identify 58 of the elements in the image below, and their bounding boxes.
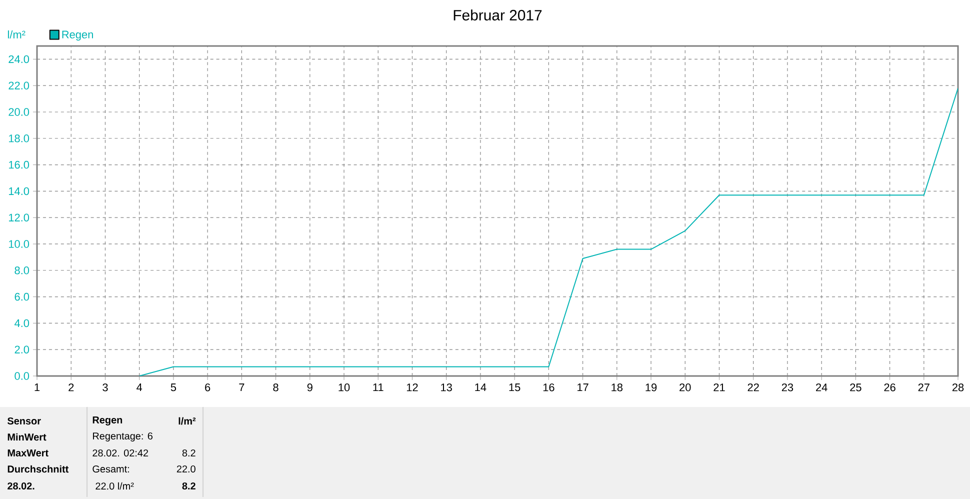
text: MaxWert (8, 450, 48, 456)
x-tick-label: 25 (850, 384, 862, 392)
y-tick-label: 18.0 (8, 134, 30, 142)
x-tick-label: 13 (441, 384, 452, 392)
text: Durchschnitt (8, 465, 69, 473)
x-tick-label: 1 (34, 384, 40, 392)
y-tick-label: 0.0 (14, 372, 30, 380)
x-tick-label: 28 (952, 384, 964, 392)
legend-label: Regen (62, 30, 93, 41)
x-tick-label: 8 (273, 384, 278, 392)
x-tick-label: 20 (680, 384, 691, 392)
x-tick-label: 27 (918, 384, 930, 392)
text: 8.2 (182, 482, 196, 490)
y-tick-label: 6.0 (14, 292, 30, 301)
y-axis-title: l/m² (8, 30, 26, 38)
text: l/m² (178, 417, 196, 425)
text: Regentage: 6 (93, 432, 153, 442)
x-tick-label: 24 (816, 384, 828, 392)
y-tick-label: 10.0 (8, 240, 30, 248)
x-tick-label: 7 (239, 384, 244, 392)
y-tick-label: 12.0 (8, 214, 30, 222)
x-tick-label: 14 (475, 384, 486, 392)
x-tick-label: 19 (646, 384, 657, 392)
x-tick-label: 10 (338, 384, 350, 392)
x-tick-label: 17 (578, 384, 588, 392)
y-tick-label: 16.0 (8, 160, 30, 169)
x-tick-label: 9 (307, 384, 312, 392)
text: 22.0 (176, 465, 196, 473)
x-tick-label: 3 (102, 384, 108, 392)
x-tick-label: 15 (509, 384, 520, 392)
text: 22.0 l/m² (96, 482, 134, 490)
y-tick-label: 2.0 (14, 346, 30, 354)
y-tick-label: 24.0 (8, 55, 30, 64)
y-tick-label: 4.0 (14, 319, 30, 328)
y-tick-label: 20.0 (8, 108, 30, 116)
x-tick-label: 23 (782, 384, 794, 392)
x-tick-label: 22 (748, 384, 759, 392)
x-tick-label: 18 (612, 384, 623, 392)
x-tick-label: 26 (884, 384, 896, 392)
text: MinWert (8, 433, 46, 441)
text: Gesamt: (92, 465, 129, 473)
text: 8.2 (182, 449, 196, 457)
x-tick-label: 6 (205, 384, 210, 392)
x-tick-label: 2 (68, 384, 74, 392)
text: 28.02. (8, 482, 34, 490)
y-tick-label: 8.0 (14, 266, 30, 274)
x-tick-label: 12 (406, 384, 418, 392)
x-tick-label: 21 (714, 384, 725, 392)
x-tick-label: 5 (170, 384, 176, 392)
x-tick-label: 4 (136, 384, 142, 392)
x-tick-label: 16 (543, 384, 554, 392)
y-tick-label: 14.0 (8, 187, 30, 196)
text: Sensor (7, 417, 41, 425)
text: 28.02. 02:42 (92, 449, 148, 457)
y-tick-label: 22.0 (8, 82, 30, 90)
x-tick-label: 11 (373, 384, 384, 392)
text: Regen (92, 416, 122, 426)
chart-title: Februar 2017 (454, 10, 542, 20)
